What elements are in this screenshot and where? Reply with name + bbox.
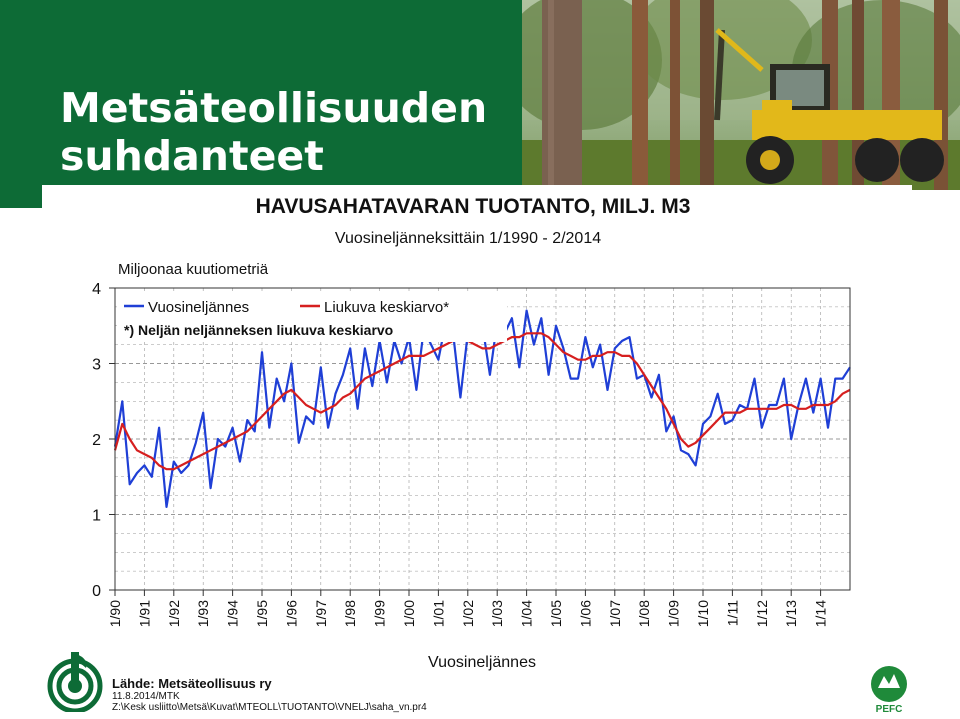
x-tick-label: 1/95 (254, 600, 270, 627)
pefc-logo-text: PEFC (876, 704, 903, 714)
x-tick-label: 1/07 (607, 600, 623, 627)
x-tick-label: 1/04 (519, 600, 535, 627)
x-tick-label: 1/94 (225, 600, 241, 627)
y-tick-label: 3 (92, 357, 101, 374)
x-axis-label: Vuosineljännes (428, 654, 536, 671)
slide-title-line1: Metsäteollisuuden (60, 84, 488, 132)
source-date: 11.8.2014/MTK (112, 691, 180, 702)
mtk-logo (44, 650, 106, 714)
x-tick-label: 1/93 (195, 600, 211, 627)
y-tick-label: 2 (92, 432, 101, 449)
x-tick-label: 1/99 (372, 600, 388, 627)
legend-label-quarter: Vuosineljännes (148, 299, 249, 316)
x-tick-label: 1/00 (401, 600, 417, 627)
x-tick-label: 1/96 (283, 600, 299, 627)
source-title: Lähde: Metsäteollisuus ry (112, 676, 272, 691)
x-tick-label: 1/12 (754, 600, 770, 627)
source-path: Z:\Kesk usliitto\Metsä\Kuvat\MTEOLL\TUOT… (112, 702, 427, 713)
slide-title: Metsäteollisuuden suhdanteet (60, 84, 520, 180)
legend-label-moving-avg: Liukuva keskiarvo* (324, 299, 449, 316)
source-block: Lähde: Metsäteollisuus ry 11.8.2014/MTK … (112, 676, 427, 713)
forest-illustration (522, 0, 960, 190)
y-tick-label: 0 (92, 583, 101, 600)
chart-legend: Vuosineljännes Liukuva keskiarvo* *) Nel… (117, 294, 507, 342)
x-tick-label: 1/06 (577, 600, 593, 627)
y-axis-label: Miljoonaa kuutiometriä (118, 261, 269, 278)
x-tick-label: 1/10 (695, 600, 711, 627)
x-tick-label: 1/08 (636, 600, 652, 627)
x-tick-label: 1/90 (107, 600, 123, 627)
harvester-machine (714, 28, 944, 184)
slide-title-line2: suhdanteet (60, 132, 324, 180)
series-line-moving-avg (113, 332, 851, 471)
x-tick-label: 1/01 (430, 600, 446, 627)
x-tick-label: 1/11 (724, 600, 740, 626)
x-tick-label: 1/91 (136, 600, 152, 627)
x-tick-label: 1/14 (813, 600, 829, 627)
x-tick-label: 1/13 (783, 600, 799, 627)
pefc-logo: PEFC (866, 664, 912, 715)
header-band (0, 0, 522, 208)
x-tick-label: 1/92 (166, 600, 182, 627)
chart-svg: HAVUSAHATAVARAN TUOTANTO, MILJ. M3 Vuosi… (92, 195, 851, 671)
chart-subtitle: Vuosineljänneksittäin 1/1990 - 2/2014 (335, 230, 601, 247)
x-tick-label: 1/03 (489, 600, 505, 627)
x-tick-label: 1/98 (342, 600, 358, 627)
x-tick-label: 1/02 (460, 600, 476, 627)
x-tick-label: 1/09 (666, 600, 682, 627)
chart-title: HAVUSAHATAVARAN TUOTANTO, MILJ. M3 (256, 195, 691, 218)
legend-footnote: *) Neljän neljänneksen liukuva keskiarvo (124, 322, 393, 338)
y-tick-label: 1 (92, 508, 101, 525)
y-tick-label: 4 (92, 281, 101, 298)
x-tick-label: 1/97 (313, 600, 329, 627)
production-chart: HAVUSAHATAVARAN TUOTANTO, MILJ. M3 Vuosi… (42, 185, 912, 682)
x-tick-label: 1/05 (548, 600, 564, 627)
forest-harvester-photo (522, 0, 960, 190)
